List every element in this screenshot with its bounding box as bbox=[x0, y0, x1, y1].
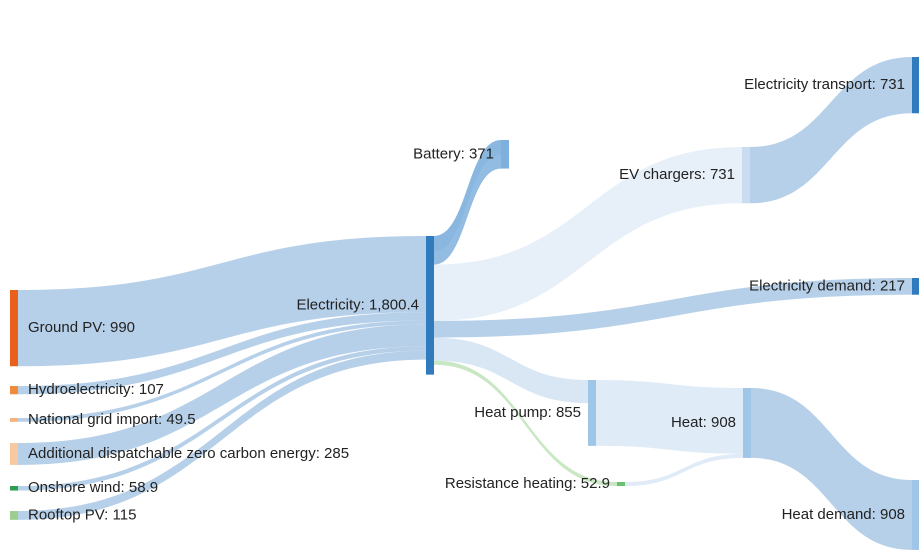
link bbox=[18, 350, 426, 520]
link bbox=[434, 360, 617, 487]
node-label: EV chargers: 731 bbox=[619, 166, 735, 183]
node bbox=[912, 278, 919, 295]
node-label: Onshore wind: 58.9 bbox=[28, 479, 158, 496]
node-label: Heat: 908 bbox=[671, 414, 736, 431]
link bbox=[751, 388, 912, 550]
node-label: Battery: 371 bbox=[413, 145, 494, 162]
node bbox=[912, 57, 919, 114]
node-label: Hydroelectricity: 107 bbox=[28, 381, 164, 398]
nodes bbox=[10, 57, 919, 550]
link bbox=[596, 380, 743, 454]
node bbox=[912, 480, 919, 550]
link bbox=[18, 324, 426, 465]
node bbox=[501, 140, 509, 169]
node-label: Ground PV: 990 bbox=[28, 319, 135, 336]
node-label: Electricity demand: 217 bbox=[749, 277, 905, 294]
node-label: Heat demand: 908 bbox=[782, 506, 905, 523]
node bbox=[10, 386, 18, 395]
node-label: Heat pump: 855 bbox=[474, 404, 581, 421]
link bbox=[18, 346, 426, 491]
node bbox=[10, 418, 18, 422]
link bbox=[18, 312, 426, 395]
link bbox=[625, 453, 743, 487]
node bbox=[426, 236, 434, 375]
node bbox=[10, 443, 18, 465]
link bbox=[434, 337, 588, 404]
node bbox=[10, 511, 18, 520]
node bbox=[617, 482, 625, 487]
node-label: Electricity transport: 731 bbox=[744, 76, 905, 93]
node bbox=[10, 486, 18, 491]
labels: Ground PV: 990 Hydroelectricity: 107 Natio… bbox=[28, 76, 905, 523]
node-label: Electricity: 1,800.4 bbox=[296, 296, 419, 313]
link bbox=[434, 278, 912, 338]
node-label: Resistance heating: 52.9 bbox=[445, 475, 610, 492]
link bbox=[18, 320, 426, 422]
link bbox=[18, 236, 426, 367]
node bbox=[742, 147, 750, 204]
node-label: Rooftop PV: 115 bbox=[28, 506, 136, 523]
node bbox=[588, 380, 596, 446]
node-label: Additional dispatchable zero carbon ener… bbox=[28, 445, 349, 462]
link bbox=[434, 140, 501, 265]
links bbox=[18, 57, 912, 550]
node-label: National grid import: 49.5 bbox=[28, 411, 196, 428]
node bbox=[743, 388, 751, 458]
link bbox=[434, 147, 742, 321]
node bbox=[10, 290, 18, 367]
link bbox=[750, 57, 912, 204]
